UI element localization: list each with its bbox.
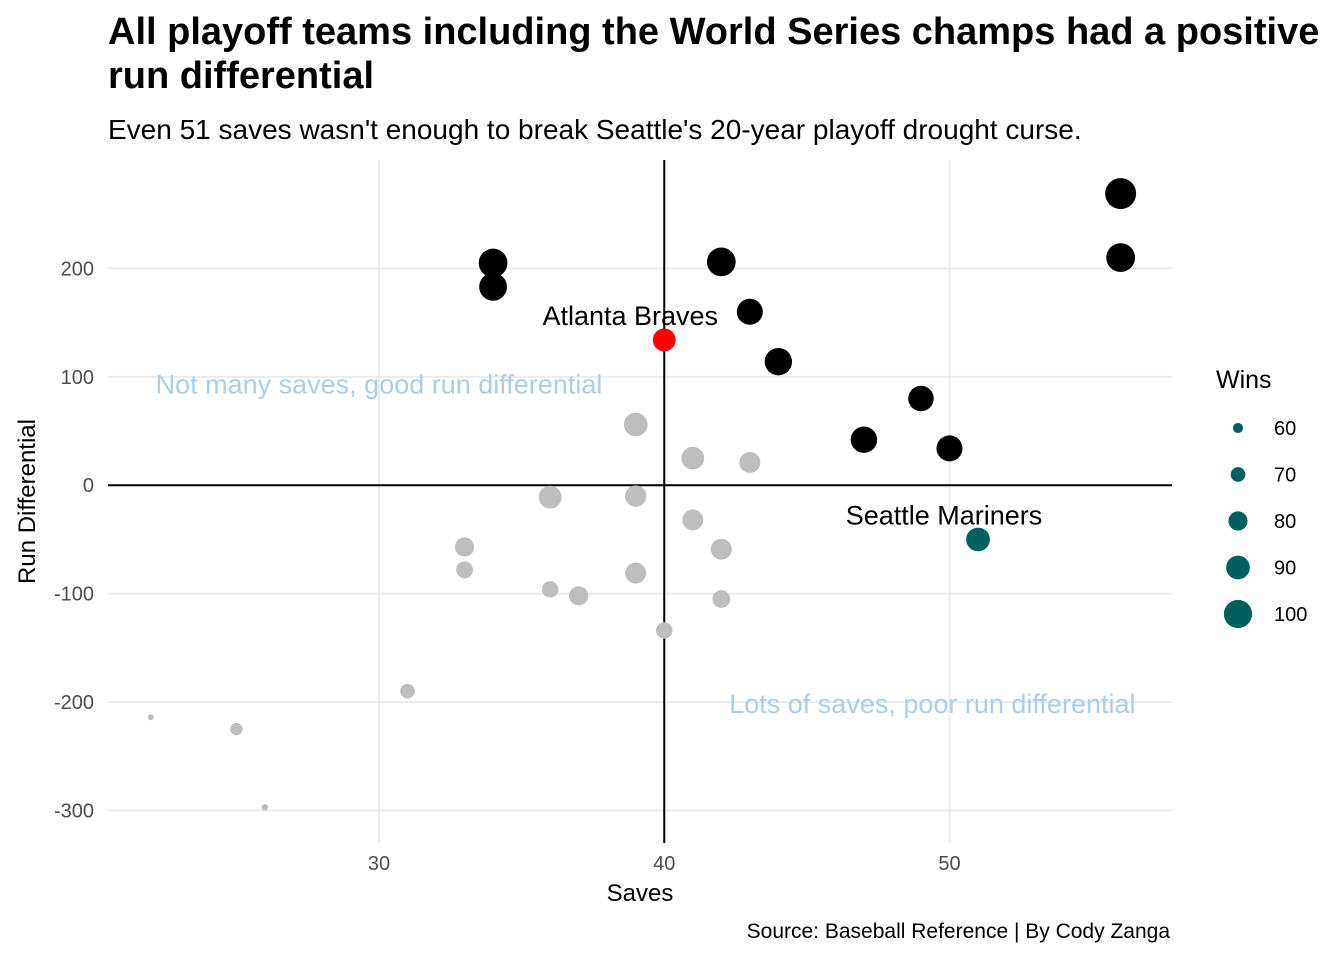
- data-point: [538, 485, 562, 509]
- legend: Wins 60 70 80 90 100: [1216, 366, 1307, 629]
- data-point: [479, 272, 508, 301]
- data-point: [400, 683, 415, 699]
- chart-subtitle: Even 51 saves wasn't enough to break Sea…: [108, 114, 1082, 145]
- data-point: [652, 328, 676, 352]
- data-point: [850, 426, 878, 453]
- data-point: [147, 714, 154, 721]
- x-tick-label: 40: [653, 853, 675, 875]
- data-point: [623, 412, 648, 437]
- legend-title: Wins: [1216, 366, 1272, 394]
- data-point: [1105, 178, 1137, 210]
- chart-title: All playoff teams including the World Se…: [108, 11, 1320, 97]
- data-point: [706, 247, 736, 277]
- data-point: [681, 446, 705, 470]
- quadrant-annotations: Not many saves, good run differential Lot…: [156, 369, 1136, 719]
- data-point: [712, 590, 731, 608]
- data-point: [230, 722, 243, 736]
- data-point: [710, 538, 732, 560]
- legend-label: 90: [1274, 558, 1296, 580]
- legend-label: 80: [1274, 511, 1296, 533]
- data-point: [736, 298, 763, 325]
- legend-label: 100: [1274, 604, 1307, 626]
- data-point: [261, 803, 269, 811]
- point-label: Seattle Mariners: [846, 500, 1043, 530]
- data-point: [569, 586, 589, 606]
- y-tick-label: -200: [54, 692, 94, 714]
- point-labels: Seattle Mariners Atlanta Braves: [542, 301, 1042, 530]
- data-point: [478, 248, 508, 278]
- x-tick-label: 30: [368, 853, 390, 875]
- data-point: [908, 385, 934, 412]
- data-point: [454, 537, 475, 557]
- data-point: [624, 485, 647, 507]
- y-tick-label: 0: [83, 475, 94, 497]
- quadrant-annotation: Not many saves, good run differential: [156, 369, 603, 399]
- x-axis-title: Saves: [607, 880, 674, 907]
- y-axis-title: Run Differential: [14, 419, 41, 584]
- data-point: [966, 527, 990, 552]
- axes: 30 40 50 -300 -200 -100 0 100 200 Saves Run Differ…: [14, 160, 1172, 907]
- data-point: [682, 509, 704, 531]
- legend-key: [1228, 511, 1248, 531]
- data-points: [147, 178, 1137, 811]
- quadrant-annotation: Lots of saves, poor run differential: [729, 689, 1135, 719]
- data-point: [456, 561, 474, 579]
- legend-key: [1223, 599, 1253, 629]
- x-tick-label: 50: [938, 853, 960, 875]
- point-label: Atlanta Braves: [542, 301, 718, 331]
- chart-caption: Source: Baseball Reference | By Cody Zan…: [746, 920, 1170, 943]
- y-tick-label: 200: [61, 258, 94, 280]
- legend-label: 70: [1274, 465, 1296, 487]
- data-point: [625, 562, 647, 584]
- legend-key: [1230, 467, 1246, 482]
- data-point: [764, 347, 793, 376]
- y-tick-label: 100: [61, 367, 94, 389]
- data-point: [541, 581, 559, 598]
- legend-key: [1226, 555, 1250, 580]
- data-point: [656, 622, 673, 639]
- data-point: [1106, 243, 1136, 272]
- y-tick-label: -300: [54, 800, 94, 822]
- data-point: [936, 435, 963, 462]
- legend-label: 60: [1274, 418, 1296, 440]
- legend-key: [1232, 422, 1244, 434]
- y-tick-label: -100: [54, 584, 94, 606]
- data-point: [739, 451, 761, 473]
